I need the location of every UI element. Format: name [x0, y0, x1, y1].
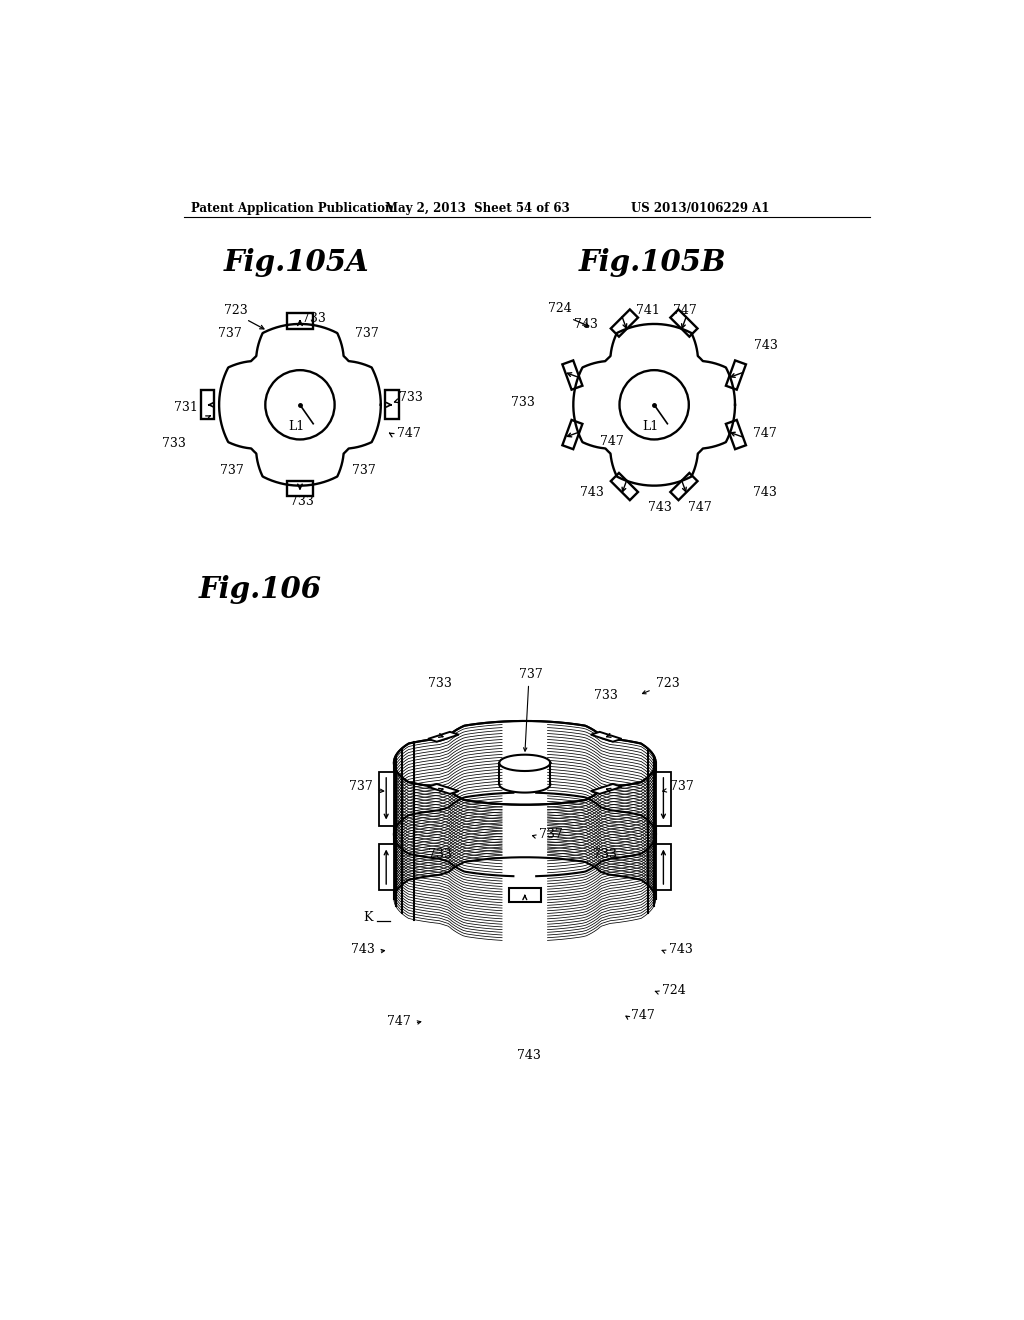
Polygon shape — [562, 420, 583, 449]
Bar — [201, 391, 214, 420]
Bar — [287, 313, 313, 329]
Text: 737: 737 — [539, 828, 562, 841]
Text: 743: 743 — [753, 486, 776, 499]
Text: 731: 731 — [174, 401, 199, 414]
Text: Fig.105A: Fig.105A — [223, 248, 369, 277]
Text: 747: 747 — [631, 1010, 654, 1022]
Text: 741: 741 — [636, 304, 659, 317]
Text: 733: 733 — [511, 396, 535, 409]
Text: Fig.106: Fig.106 — [199, 576, 322, 605]
Text: 743: 743 — [351, 942, 375, 956]
Text: 737: 737 — [670, 780, 693, 793]
Text: 723: 723 — [655, 677, 680, 690]
Text: 737: 737 — [519, 668, 543, 681]
Text: K: K — [362, 911, 373, 924]
Text: 747: 747 — [753, 428, 776, 440]
Text: 724: 724 — [662, 983, 686, 997]
Text: 747: 747 — [397, 428, 421, 440]
Text: L1: L1 — [288, 420, 304, 433]
Text: 733: 733 — [428, 677, 452, 690]
Text: L1: L1 — [642, 420, 658, 433]
Bar — [379, 843, 394, 890]
Polygon shape — [610, 309, 638, 337]
Bar — [379, 772, 394, 825]
Text: 747: 747 — [688, 502, 713, 513]
Polygon shape — [394, 721, 655, 805]
Polygon shape — [671, 473, 697, 500]
Text: 747: 747 — [600, 434, 624, 447]
Polygon shape — [591, 784, 622, 793]
Text: 737: 737 — [220, 465, 244, 477]
Text: Fig.105B: Fig.105B — [579, 248, 726, 277]
Text: 743: 743 — [669, 942, 692, 956]
Bar — [385, 391, 399, 420]
Text: May 2, 2013  Sheet 54 of 63: May 2, 2013 Sheet 54 of 63 — [385, 202, 569, 215]
Text: 723: 723 — [224, 304, 248, 317]
Polygon shape — [610, 473, 638, 500]
Text: 747: 747 — [387, 1015, 411, 1028]
Text: 747: 747 — [673, 304, 697, 317]
Bar — [655, 843, 671, 890]
Text: 733: 733 — [593, 847, 616, 861]
Text: US 2013/0106229 A1: US 2013/0106229 A1 — [631, 202, 769, 215]
Text: 733: 733 — [428, 847, 452, 861]
Text: 724: 724 — [548, 302, 572, 315]
Text: 743: 743 — [581, 486, 604, 499]
Polygon shape — [428, 784, 459, 793]
Text: 737: 737 — [348, 780, 373, 793]
Text: 743: 743 — [648, 502, 673, 513]
Text: 733: 733 — [302, 312, 326, 325]
Polygon shape — [591, 731, 622, 742]
Text: 733: 733 — [594, 689, 617, 702]
Polygon shape — [671, 309, 697, 337]
Polygon shape — [428, 731, 459, 742]
Bar — [509, 888, 541, 903]
Text: 733: 733 — [290, 495, 313, 508]
Text: 737: 737 — [355, 327, 379, 341]
Text: 737: 737 — [352, 465, 376, 477]
Text: 743: 743 — [517, 1049, 541, 1063]
Text: 733: 733 — [398, 391, 422, 404]
Polygon shape — [726, 360, 745, 389]
Bar — [287, 480, 313, 496]
Polygon shape — [562, 360, 583, 389]
Text: 743: 743 — [755, 339, 778, 352]
Text: 737: 737 — [218, 327, 243, 341]
Polygon shape — [726, 420, 745, 449]
Bar — [655, 772, 671, 825]
Text: 733: 733 — [162, 437, 186, 450]
Text: Patent Application Publication: Patent Application Publication — [190, 202, 393, 215]
Polygon shape — [500, 755, 550, 771]
Text: 743: 743 — [574, 318, 598, 331]
